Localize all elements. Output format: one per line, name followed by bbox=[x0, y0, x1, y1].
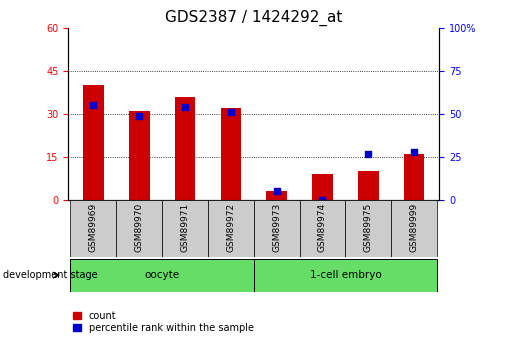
FancyBboxPatch shape bbox=[71, 259, 254, 292]
Text: GSM89973: GSM89973 bbox=[272, 203, 281, 252]
FancyBboxPatch shape bbox=[254, 259, 437, 292]
Bar bbox=[312, 174, 333, 200]
FancyBboxPatch shape bbox=[208, 200, 254, 257]
Text: GSM89971: GSM89971 bbox=[180, 203, 189, 252]
Point bbox=[319, 197, 327, 203]
Bar bbox=[221, 108, 241, 200]
FancyBboxPatch shape bbox=[299, 200, 345, 257]
Point bbox=[410, 149, 418, 155]
Text: GSM89969: GSM89969 bbox=[89, 203, 98, 252]
Text: development stage: development stage bbox=[3, 270, 97, 280]
Bar bbox=[358, 171, 379, 200]
Bar bbox=[83, 85, 104, 200]
Title: GDS2387 / 1424292_at: GDS2387 / 1424292_at bbox=[165, 10, 342, 26]
Text: GSM89999: GSM89999 bbox=[410, 203, 419, 252]
Point bbox=[135, 113, 143, 118]
Point bbox=[89, 102, 97, 108]
Text: oocyte: oocyte bbox=[144, 270, 180, 280]
Text: GSM89975: GSM89975 bbox=[364, 203, 373, 252]
Bar bbox=[404, 154, 425, 200]
Bar bbox=[266, 191, 287, 200]
FancyBboxPatch shape bbox=[345, 200, 391, 257]
Text: 1-cell embryo: 1-cell embryo bbox=[310, 270, 381, 280]
Bar bbox=[129, 111, 149, 200]
Point bbox=[181, 104, 189, 110]
FancyBboxPatch shape bbox=[71, 200, 116, 257]
FancyBboxPatch shape bbox=[162, 200, 208, 257]
Point bbox=[364, 151, 372, 156]
FancyBboxPatch shape bbox=[116, 200, 162, 257]
Legend: count, percentile rank within the sample: count, percentile rank within the sample bbox=[73, 311, 254, 333]
Bar bbox=[175, 97, 195, 200]
Text: GSM89974: GSM89974 bbox=[318, 203, 327, 252]
Text: GSM89972: GSM89972 bbox=[226, 203, 235, 252]
FancyBboxPatch shape bbox=[391, 200, 437, 257]
FancyBboxPatch shape bbox=[254, 200, 299, 257]
Text: GSM89970: GSM89970 bbox=[135, 203, 144, 252]
Point bbox=[273, 189, 281, 194]
Point bbox=[227, 109, 235, 115]
